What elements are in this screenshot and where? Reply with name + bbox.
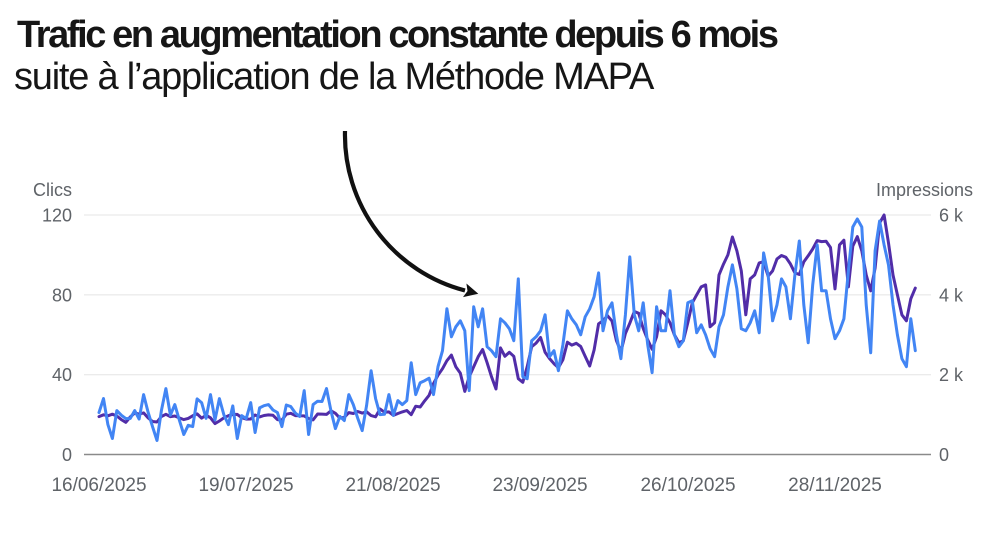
svg-text:80: 80	[52, 285, 72, 305]
svg-text:4 k: 4 k	[939, 285, 964, 305]
svg-text:0: 0	[939, 445, 949, 465]
svg-text:120: 120	[42, 206, 72, 226]
svg-text:19/07/2025: 19/07/2025	[198, 475, 293, 496]
svg-text:23/09/2025: 23/09/2025	[492, 475, 587, 496]
svg-text:28/11/2025: 28/11/2025	[788, 475, 882, 496]
svg-text:26/10/2025: 26/10/2025	[640, 475, 735, 496]
svg-text:Clics: Clics	[33, 180, 72, 200]
svg-text:Impressions: Impressions	[876, 180, 973, 200]
svg-text:21/08/2025: 21/08/2025	[345, 475, 440, 496]
svg-text:2 k: 2 k	[939, 365, 964, 385]
svg-text:6 k: 6 k	[939, 206, 964, 226]
svg-text:40: 40	[52, 365, 72, 385]
svg-text:0: 0	[62, 445, 72, 465]
svg-text:16/06/2025: 16/06/2025	[51, 475, 146, 496]
